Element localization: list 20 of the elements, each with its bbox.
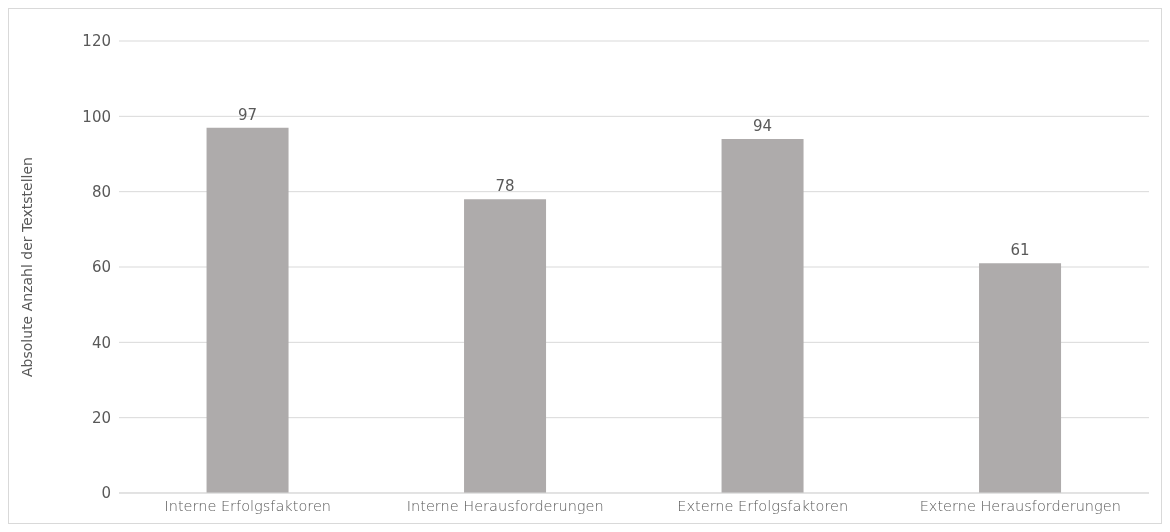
y-tick-label: 40 — [91, 333, 111, 352]
x-tick-label: Interne Erfolgsfaktoren — [164, 498, 332, 515]
y-tick-label: 100 — [82, 107, 111, 126]
data-label: 61 — [1010, 241, 1030, 260]
y-tick-label: 60 — [91, 258, 111, 277]
y-tick-label: 80 — [91, 182, 111, 201]
bar — [979, 263, 1062, 493]
bar — [206, 127, 289, 493]
y-axis-title: Absolute Anzahl der Textstellen — [18, 157, 35, 377]
bar — [464, 199, 547, 493]
y-tick-label: 120 — [82, 32, 111, 51]
data-label: 94 — [753, 116, 773, 135]
x-tick-label: Interne Herausforderungen — [406, 498, 604, 515]
x-tick-label: Externe Erfolgsfaktoren — [677, 498, 849, 515]
data-label: 97 — [238, 105, 258, 124]
bar — [721, 138, 804, 493]
y-tick-label: 20 — [91, 408, 111, 427]
data-label: 78 — [495, 177, 515, 196]
y-tick-label: 0 — [101, 484, 111, 503]
x-tick-label: Externe Herausforderungen — [919, 498, 1121, 515]
